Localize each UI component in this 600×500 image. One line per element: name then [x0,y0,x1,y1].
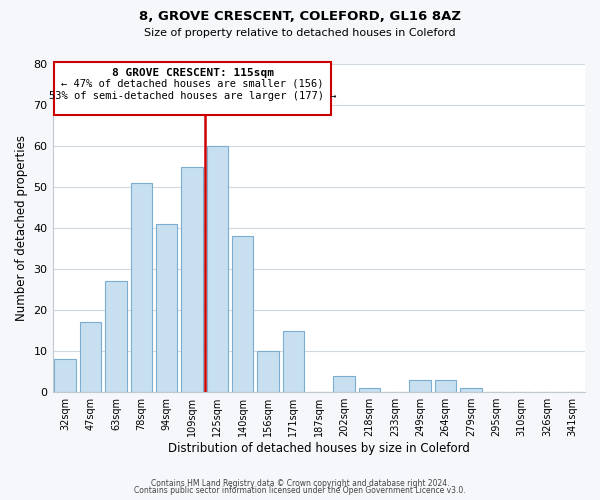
Bar [334,376,355,392]
Bar [105,282,127,392]
Text: ← 47% of detached houses are smaller (156): ← 47% of detached houses are smaller (15… [61,78,324,88]
Bar [283,330,304,392]
Bar [206,146,228,392]
Bar [156,224,178,392]
FancyBboxPatch shape [54,62,331,116]
X-axis label: Distribution of detached houses by size in Coleford: Distribution of detached houses by size … [168,442,470,455]
Bar [131,183,152,392]
Text: 8, GROVE CRESCENT, COLEFORD, GL16 8AZ: 8, GROVE CRESCENT, COLEFORD, GL16 8AZ [139,10,461,23]
Text: Size of property relative to detached houses in Coleford: Size of property relative to detached ho… [144,28,456,38]
Text: 8 GROVE CRESCENT: 115sqm: 8 GROVE CRESCENT: 115sqm [112,68,274,78]
Text: Contains public sector information licensed under the Open Government Licence v3: Contains public sector information licen… [134,486,466,495]
Text: 53% of semi-detached houses are larger (177) →: 53% of semi-detached houses are larger (… [49,90,337,101]
Bar [55,360,76,392]
Bar [359,388,380,392]
Y-axis label: Number of detached properties: Number of detached properties [15,135,28,321]
Bar [80,322,101,392]
Bar [181,166,203,392]
Bar [435,380,457,392]
Text: Contains HM Land Registry data © Crown copyright and database right 2024.: Contains HM Land Registry data © Crown c… [151,478,449,488]
Bar [460,388,482,392]
Bar [232,236,253,392]
Bar [409,380,431,392]
Bar [257,351,279,392]
